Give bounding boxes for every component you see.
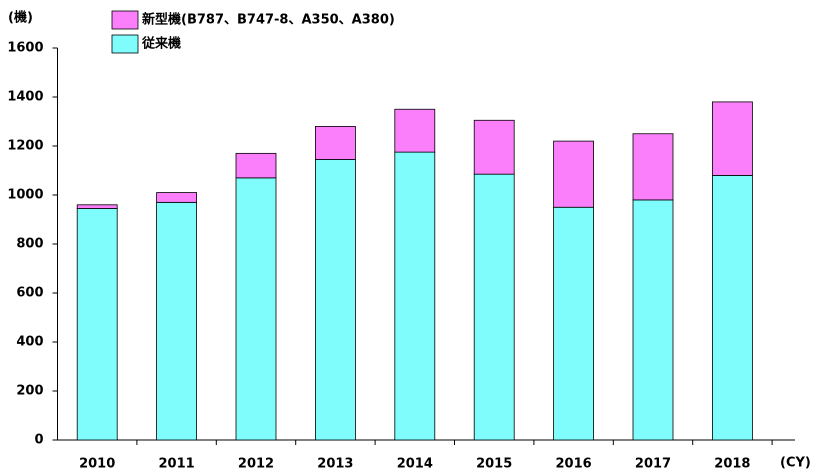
legend-label: 従来機 <box>141 36 181 52</box>
y-tick-label: 200 <box>16 384 43 399</box>
bar-segment <box>235 152 277 179</box>
bar-segment <box>712 101 753 176</box>
bar-segment <box>632 199 674 441</box>
y-tick-label: 1000 <box>7 188 43 203</box>
x-tick-label: 2011 <box>159 457 195 472</box>
bar-segment <box>473 119 515 175</box>
bar-segment <box>553 140 594 208</box>
x-tick-label: 2010 <box>79 457 115 472</box>
y-axis-label: (機) <box>8 10 33 26</box>
y-tick-label: 1600 <box>7 41 43 56</box>
x-tick-label: 2013 <box>317 457 353 472</box>
x-tick-label: 2016 <box>556 457 592 472</box>
y-tick-label: 800 <box>16 237 43 252</box>
y-tick-label: 0 <box>34 433 43 448</box>
x-tick-label: 2012 <box>238 457 274 472</box>
x-tick-label: 2017 <box>635 457 671 472</box>
y-tick-label: 600 <box>16 286 43 301</box>
y-tick-label: 1200 <box>7 139 43 154</box>
bar-segment <box>394 151 436 441</box>
x-axis-label: (CY) <box>780 456 811 471</box>
bar-segment <box>76 208 118 441</box>
bar-segment <box>632 133 674 201</box>
x-tick-label: 2015 <box>476 457 512 472</box>
bar-segment <box>314 159 356 441</box>
bar-segment <box>156 201 198 441</box>
bar-segment <box>712 174 753 441</box>
bar-segment <box>76 204 118 209</box>
bar-segment <box>394 108 436 153</box>
bar-segment <box>156 192 198 203</box>
x-tick-label: 2014 <box>397 457 433 472</box>
legend-label: 新型機(B787、B747-8、A350、A380) <box>142 12 395 28</box>
y-tick-label: 1400 <box>7 90 43 105</box>
bar-segment <box>473 173 515 441</box>
bar-segment <box>553 206 594 441</box>
y-tick-label: 400 <box>16 335 43 350</box>
bar-segment <box>314 126 356 160</box>
legend-swatch <box>111 10 139 30</box>
bar-segment <box>235 177 277 441</box>
x-tick-label: 2018 <box>714 457 750 472</box>
legend-swatch <box>111 34 139 54</box>
